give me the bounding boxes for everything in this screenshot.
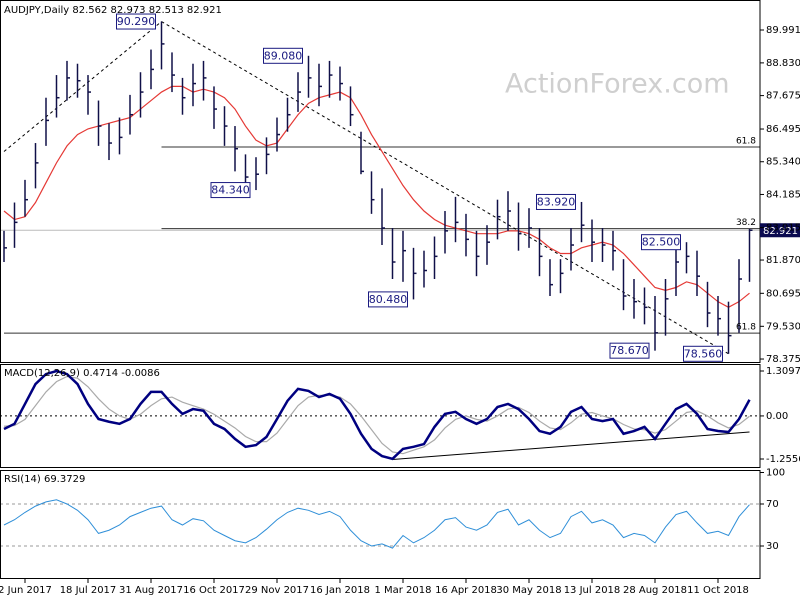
x-tick-label: 28 Aug 2018 bbox=[623, 585, 687, 596]
y-tick-label: 88.830 bbox=[766, 58, 800, 69]
price-callout-label: 84.340 bbox=[211, 184, 250, 197]
y-tick-label: 30 bbox=[766, 541, 779, 552]
last-price-box bbox=[760, 223, 800, 238]
y-tick-label: 89.991 bbox=[766, 25, 800, 36]
price-callout-label: 82.500 bbox=[642, 236, 681, 249]
moving-average bbox=[3, 85, 750, 309]
x-tick-label: 16 Apr 2018 bbox=[435, 585, 497, 596]
last-price-label: 82.921 bbox=[763, 226, 798, 237]
x-tick-label: 1 Mar 2018 bbox=[374, 585, 431, 596]
y-tick-label: 84.185 bbox=[766, 189, 800, 200]
price-callout bbox=[116, 13, 156, 30]
price-callout-label: 90.290 bbox=[117, 15, 156, 28]
y-tick-label: 1.3097 bbox=[766, 366, 800, 377]
macd-line bbox=[3, 369, 751, 461]
y-tick-label: 81.870 bbox=[766, 255, 800, 266]
rsi-title: RSI(14) 69.3729 bbox=[4, 474, 85, 485]
y-tick-label: 85.340 bbox=[766, 157, 800, 168]
price-callout bbox=[536, 193, 576, 210]
fib-label: 38.2 bbox=[736, 218, 756, 228]
x-tick-label: 16 Oct 2017 bbox=[183, 585, 245, 596]
price-callout-label: 78.670 bbox=[610, 344, 649, 357]
x-tick-label: 31 Aug 2017 bbox=[119, 585, 183, 596]
price-callout bbox=[210, 182, 251, 199]
price-callout bbox=[263, 47, 303, 64]
plot-layer bbox=[0, 21, 760, 549]
x-tick-label: 30 May 2018 bbox=[496, 585, 561, 596]
x-tick-label: 13 Jul 2018 bbox=[564, 585, 621, 596]
y-tick-label: 78.375 bbox=[766, 354, 800, 365]
y-tick-label: 70 bbox=[766, 499, 779, 510]
price-callout bbox=[368, 291, 408, 308]
x-tick-label: 29 Nov 2017 bbox=[245, 585, 309, 596]
chart-title: AUDJPY,Daily 82.562 82.973 82.513 82.921 bbox=[4, 5, 222, 16]
rsi-panel-frame bbox=[0, 470, 761, 579]
x-tick-label: 11 Oct 2018 bbox=[687, 585, 749, 596]
y-tick-label: 100 bbox=[766, 468, 785, 479]
y-tick-label: -1.2556 bbox=[766, 454, 800, 465]
y-tick-label: 87.675 bbox=[766, 91, 800, 102]
price-callout bbox=[641, 234, 681, 251]
y-tick-label: 0.00 bbox=[766, 411, 788, 422]
x-tick-label: 16 Jan 2018 bbox=[310, 585, 370, 596]
rsi-line bbox=[3, 499, 750, 549]
macd-title: MACD(12,26,9) 0.4714 -0.0086 bbox=[4, 368, 160, 379]
price-callout bbox=[609, 342, 650, 359]
watermark: ActionForex.com bbox=[505, 69, 730, 100]
fib-label: 61.8 bbox=[736, 137, 756, 147]
price-callout-label: 83.920 bbox=[537, 195, 576, 208]
fib-label: 61.8 bbox=[736, 323, 756, 333]
price-panel-frame bbox=[0, 0, 761, 363]
price-callout-label: 80.480 bbox=[369, 293, 408, 306]
x-tick-label: 18 Jul 2017 bbox=[60, 585, 117, 596]
y-tick-label: 79.530 bbox=[766, 321, 800, 332]
y-tick-label: 80.695 bbox=[766, 288, 800, 299]
price-callout-label: 89.080 bbox=[264, 49, 303, 62]
price-callout bbox=[683, 345, 723, 362]
x-tick-label: 2 Jun 2017 bbox=[0, 585, 52, 596]
price-callout-label: 78.560 bbox=[684, 347, 723, 360]
y-tick-label: 83.015 bbox=[766, 223, 800, 234]
trendline bbox=[392, 431, 750, 460]
trendline bbox=[3, 21, 162, 152]
y-tick-label: 86.495 bbox=[766, 124, 800, 135]
